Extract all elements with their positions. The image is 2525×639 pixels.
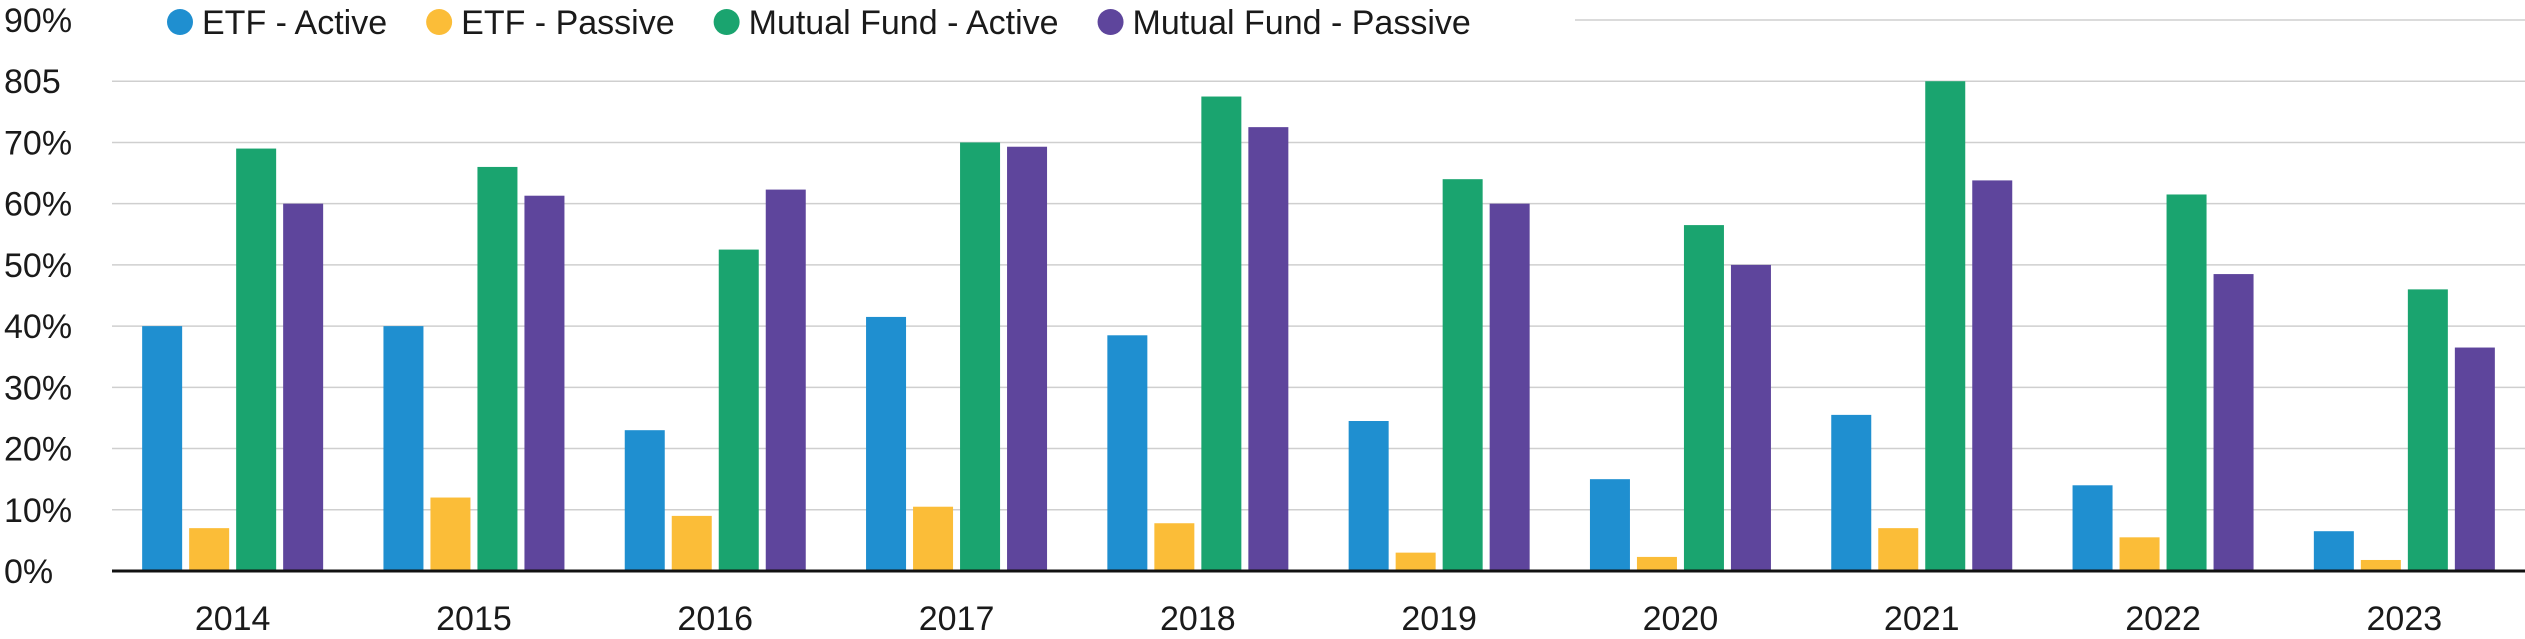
bar-etf-active-2020: [1589, 479, 1630, 571]
bar-etf-passive-2022: [2119, 537, 2160, 571]
x-tick-label: 2017: [919, 600, 995, 638]
bar-etf-passive-2015: [430, 497, 471, 571]
y-tick-label: 0%: [4, 553, 53, 591]
legend-label-etf-passive: ETF - Passive: [461, 4, 674, 42]
x-tick-label: 2019: [1401, 600, 1477, 638]
bar-mutual-fund-active-2022: [2166, 194, 2207, 571]
bar-mutual-fund-active-2016: [718, 249, 759, 572]
bar-etf-passive-2016: [671, 515, 712, 571]
bar-etf-passive-2018: [1154, 523, 1195, 571]
x-tick-label: 2021: [1884, 600, 1960, 638]
bar-mutual-fund-passive-2023: [2454, 347, 2495, 571]
x-tick-label: 2023: [2367, 600, 2443, 638]
bar-etf-active-2014: [142, 326, 183, 571]
bar-etf-active-2018: [1107, 335, 1148, 571]
bar-etf-passive-2014: [189, 528, 230, 571]
bar-etf-active-2017: [866, 316, 907, 571]
y-tick-label: 10%: [4, 492, 72, 530]
legend-label-mutual-fund-active: Mutual Fund - Active: [749, 4, 1059, 42]
bar-etf-active-2022: [2072, 485, 2113, 571]
bar-mutual-fund-passive-2022: [2213, 274, 2254, 571]
x-tick-label: 2016: [677, 600, 753, 638]
legend-label-mutual-fund-passive: Mutual Fund - Passive: [1133, 4, 1471, 42]
legend-label-etf-active: ETF - Active: [202, 4, 387, 42]
x-tick-label: 2022: [2125, 600, 2201, 638]
bar-mutual-fund-passive-2016: [765, 189, 806, 571]
bar-etf-passive-2017: [913, 506, 954, 571]
bar-mutual-fund-active-2019: [1442, 179, 1483, 571]
y-tick-label: 30%: [4, 369, 72, 407]
y-tick-label: 70%: [4, 124, 72, 162]
x-tick-label: 2018: [1160, 600, 1236, 638]
x-tick-label: 2014: [195, 600, 271, 638]
bar-etf-active-2015: [383, 326, 424, 571]
bar-mutual-fund-passive-2019: [1489, 203, 1530, 571]
bar-etf-passive-2019: [1395, 552, 1436, 571]
bar-etf-active-2023: [2313, 531, 2354, 571]
bar-mutual-fund-passive-2021: [1972, 180, 2013, 571]
bar-etf-passive-2021: [1878, 528, 1919, 571]
bars: [142, 81, 2495, 572]
bar-etf-passive-2020: [1636, 556, 1677, 571]
bar-etf-passive-2023: [2360, 559, 2401, 571]
legend-background: [150, 0, 1570, 44]
bar-mutual-fund-active-2015: [477, 166, 518, 571]
x-tick-label: 2020: [1643, 600, 1719, 638]
legend-swatch-etf-passive: [426, 9, 453, 35]
x-tick-label: 2015: [436, 600, 512, 638]
y-tick-label: 50%: [4, 247, 72, 285]
bar-etf-active-2021: [1831, 414, 1872, 571]
gridlines: [112, 19, 2525, 511]
bar-mutual-fund-active-2017: [960, 142, 1001, 571]
bar-etf-active-2019: [1348, 421, 1389, 571]
y-tick-label: 60%: [4, 186, 72, 224]
bar-mutual-fund-passive-2017: [1007, 146, 1048, 572]
legend: ETF - Active ETF - Passive Mutual Fund - A…: [150, 0, 1570, 44]
bar-mutual-fund-passive-2015: [524, 195, 565, 572]
bar-mutual-fund-passive-2020: [1730, 264, 1771, 571]
x-axis: 2014 2015 2016 2017 2018 2019 2020 2021 2022 2023: [195, 600, 2442, 638]
legend-swatch-etf-active: [167, 9, 193, 35]
bar-mutual-fund-active-2018: [1201, 96, 1242, 572]
bar-mutual-fund-active-2023: [2407, 289, 2448, 571]
legend-swatch-mutual-fund-active: [713, 9, 740, 35]
bar-mutual-fund-active-2021: [1925, 81, 1966, 571]
y-tick-label: 90%: [4, 2, 72, 40]
bar-mutual-fund-active-2014: [236, 148, 277, 572]
y-axis: 0% 10% 20% 30% 40% 50% 60% 70% 805 90%: [4, 2, 72, 591]
y-tick-label: 40%: [4, 308, 72, 346]
y-tick-label: 805: [4, 63, 61, 101]
y-tick-label: 20%: [4, 431, 72, 469]
legend-swatch-mutual-fund-passive: [1097, 9, 1124, 35]
bar-mutual-fund-active-2020: [1683, 225, 1724, 571]
bar-mutual-fund-passive-2014: [283, 203, 324, 571]
bar-etf-active-2016: [624, 430, 665, 571]
bar-mutual-fund-passive-2018: [1248, 127, 1289, 571]
